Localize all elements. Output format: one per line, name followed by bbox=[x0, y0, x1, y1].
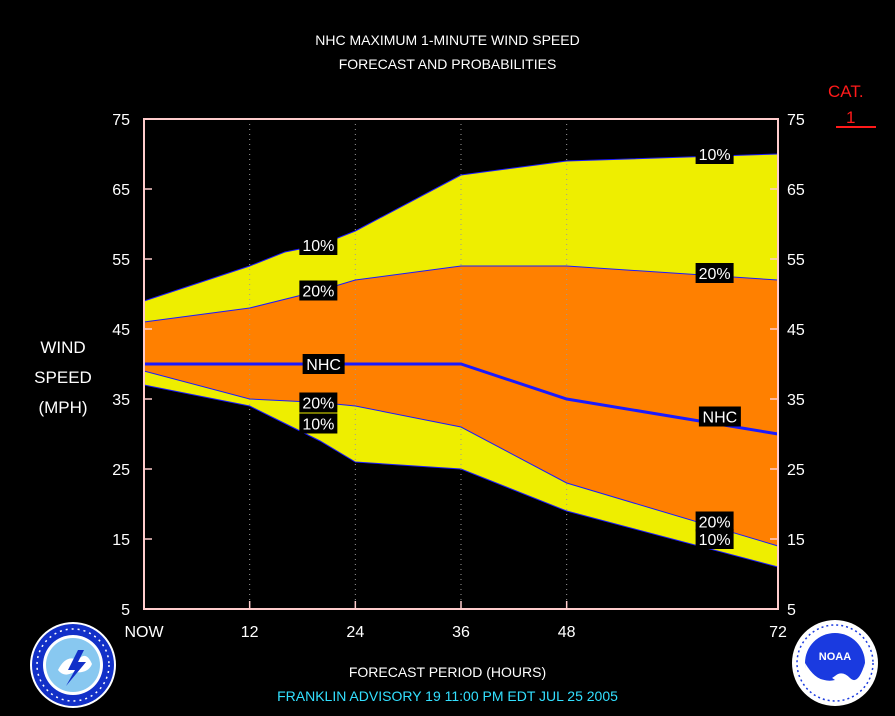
y-tick-label-left-55: 55 bbox=[112, 252, 130, 269]
band-20-percent bbox=[144, 266, 778, 546]
series-label-6: 20% bbox=[699, 266, 731, 283]
y-axis-title-line-2: SPEED bbox=[34, 368, 92, 387]
series-label-4: 10% bbox=[302, 417, 334, 434]
y-axis-title-line-1: WIND bbox=[40, 338, 86, 357]
x-tick-label-72: 72 bbox=[769, 624, 787, 641]
series-label-3: 20% bbox=[302, 396, 334, 413]
category-underline bbox=[836, 126, 876, 128]
series-label-bg-0 bbox=[299, 235, 338, 255]
series-label-7: NHC bbox=[703, 410, 738, 427]
y-tick-label-right-65: 65 bbox=[787, 182, 805, 199]
probability-bands bbox=[144, 154, 778, 567]
series-label-2: NHC bbox=[306, 357, 341, 374]
y-tick-label-left-15: 15 bbox=[112, 532, 130, 549]
category-label: CAT. bbox=[828, 82, 864, 101]
y-axis-title-line-3: (MPH) bbox=[38, 398, 88, 417]
series-label-bg-8 bbox=[695, 511, 734, 532]
series-lines bbox=[143, 153, 779, 568]
series-label-bg-9 bbox=[695, 529, 734, 549]
y-tick-label-left-25: 25 bbox=[112, 462, 130, 479]
nhc-line bbox=[144, 362, 779, 436]
series-label-1: 20% bbox=[302, 284, 334, 301]
chart-title-line-2: FORECAST AND PROBABILITIES bbox=[338, 56, 557, 72]
series-label-bg-1 bbox=[299, 280, 338, 301]
y-tick-label-left-75: 75 bbox=[112, 112, 130, 129]
x-tick-label-12: 12 bbox=[241, 624, 259, 641]
series-label-9: 10% bbox=[699, 532, 731, 549]
x-axis-title: FORECAST PERIOD (HOURS) bbox=[348, 664, 547, 680]
y-tick-label-right-15: 15 bbox=[787, 532, 805, 549]
lower-20-line bbox=[143, 370, 779, 547]
series-label-bg-5 bbox=[695, 144, 734, 164]
y-tick-label-right-55: 55 bbox=[787, 252, 805, 269]
series-label-5: 10% bbox=[699, 147, 731, 164]
series-label-0: 10% bbox=[302, 238, 334, 255]
series-label-8: 20% bbox=[699, 515, 731, 532]
y-tick-label-left-35: 35 bbox=[112, 392, 130, 409]
y-tick-label-right-75: 75 bbox=[787, 112, 805, 129]
noaa-logo: NOAA bbox=[792, 620, 878, 706]
y-tick-label-right-45: 45 bbox=[787, 322, 805, 339]
upper-20-line bbox=[143, 265, 779, 323]
y-tick-label-right-5: 5 bbox=[787, 602, 796, 619]
y-tick-label-right-25: 25 bbox=[787, 462, 805, 479]
national-weather-service-logo bbox=[30, 622, 116, 708]
series-label-bg-3 bbox=[299, 392, 338, 413]
series-label-bg-6 bbox=[695, 263, 734, 283]
x-tick-label-NOW: NOW bbox=[124, 624, 164, 641]
x-tick-label-24: 24 bbox=[346, 624, 364, 641]
series-label-bg-2 bbox=[302, 354, 345, 374]
x-tick-label-36: 36 bbox=[452, 624, 470, 641]
advisory-text: FRANKLIN ADVISORY 19 11:00 PM EDT JUL 25… bbox=[277, 688, 618, 704]
chart-title-line-1: NHC MAXIMUM 1-MINUTE WIND SPEED bbox=[315, 32, 580, 48]
svg-text:NOAA: NOAA bbox=[819, 651, 851, 663]
lower-10-line bbox=[143, 384, 779, 568]
category-value: 1 bbox=[846, 108, 856, 127]
y-tick-label-left-65: 65 bbox=[112, 182, 130, 199]
series-label-bg-7 bbox=[698, 406, 741, 427]
y-tick-label-left-5: 5 bbox=[121, 602, 130, 619]
upper-10-line bbox=[143, 153, 779, 302]
y-tick-label-right-35: 35 bbox=[787, 392, 805, 409]
series-label-bg-4 bbox=[299, 413, 338, 434]
x-tick-label-48: 48 bbox=[558, 624, 576, 641]
y-tick-label-left-45: 45 bbox=[112, 322, 130, 339]
